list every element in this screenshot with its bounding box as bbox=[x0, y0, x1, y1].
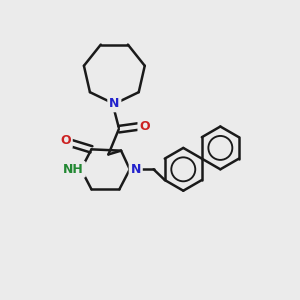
Text: O: O bbox=[60, 134, 71, 147]
Text: NH: NH bbox=[63, 163, 84, 176]
Text: O: O bbox=[139, 120, 150, 133]
Text: N: N bbox=[130, 163, 141, 176]
Text: N: N bbox=[109, 98, 119, 110]
